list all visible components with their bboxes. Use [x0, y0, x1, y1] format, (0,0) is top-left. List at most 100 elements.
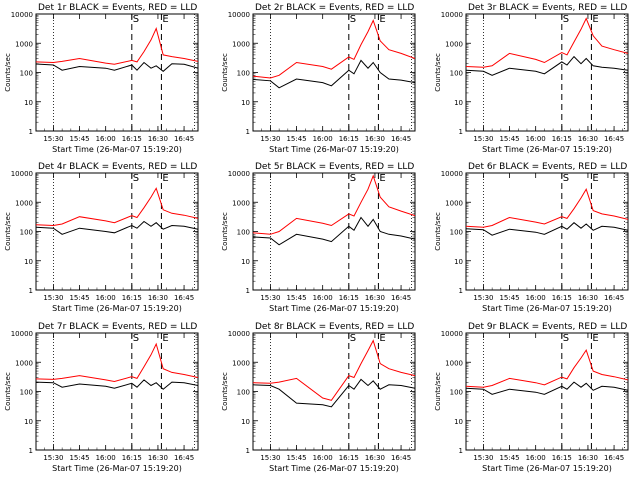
x-tick-label: 16:00 — [526, 454, 546, 462]
end-marker-label: E — [162, 14, 168, 25]
y-axis-title: Counts/sec — [4, 53, 12, 92]
x-tick-label: 16:30 — [148, 135, 168, 143]
y-tick-label: 1000 — [15, 40, 33, 48]
y-axis-title: Counts/sec — [434, 53, 442, 92]
x-tick-label: 16:00 — [313, 454, 333, 462]
panel-title: Det 2r BLACK = Events, RED = LLD — [255, 3, 414, 13]
x-tick-label: 16:30 — [365, 454, 385, 462]
x-axis-title: Start Time (26-Mar-07 15:19:20) — [269, 145, 399, 154]
x-tick-label: 16:30 — [148, 454, 168, 462]
y-tick-label: 10 — [241, 258, 250, 266]
x-tick-label: 15:45 — [499, 135, 519, 143]
y-axis-title: Counts/sec — [221, 53, 229, 92]
plot-frame — [35, 332, 199, 451]
y-axis-title: Counts/sec — [221, 372, 229, 411]
events-series-line — [253, 59, 415, 89]
start-marker-label: S — [350, 333, 356, 344]
x-tick-label: 15:45 — [286, 454, 306, 462]
y-tick-label: 10 — [241, 418, 250, 426]
x-tick-label: 16:30 — [578, 135, 598, 143]
y-tick-label: 1 — [459, 128, 463, 136]
lld-series-line — [253, 19, 415, 79]
x-tick-label: 15:30 — [260, 454, 280, 462]
start-marker-label: S — [350, 14, 356, 25]
panel-title: Det 9r BLACK = Events, RED = LLD — [468, 322, 627, 332]
x-tick-label: 16:45 — [174, 135, 194, 143]
lld-series-line — [253, 339, 415, 401]
y-tick-label: 100 — [20, 229, 33, 237]
x-axis-title: Start Time (26-Mar-07 15:19:20) — [269, 304, 399, 313]
x-tick-label: 15:45 — [69, 135, 89, 143]
x-tick-label: 15:30 — [260, 135, 280, 143]
plot-frame — [465, 172, 629, 291]
x-tick-label: 16:45 — [604, 454, 624, 462]
y-tick-label: 10000 — [228, 170, 250, 178]
x-tick-label: 16:00 — [96, 294, 116, 302]
events-series-line — [36, 379, 198, 390]
x-tick-label: 16:15 — [122, 294, 142, 302]
y-tick-label: 1000 — [232, 199, 250, 207]
start-marker-label: S — [133, 333, 139, 344]
y-tick-label: 10000 — [11, 330, 33, 338]
y-tick-label: 1000 — [445, 40, 463, 48]
x-tick-label: 16:15 — [552, 454, 572, 462]
panel-title: Det 4r BLACK = Events, RED = LLD — [38, 162, 197, 172]
events-series-line — [36, 220, 198, 235]
y-tick-label: 1 — [246, 287, 250, 295]
y-tick-label: 1 — [459, 287, 463, 295]
start-marker-label: S — [563, 14, 569, 25]
lld-series-line — [466, 17, 628, 68]
y-tick-label: 1000 — [445, 199, 463, 207]
y-tick-label: 100 — [450, 70, 463, 78]
events-series-line — [36, 61, 198, 72]
y-axis-title: Counts/sec — [434, 212, 442, 251]
x-axis-title: Start Time (26-Mar-07 15:19:20) — [482, 464, 612, 473]
y-axis-title: Counts/sec — [4, 212, 12, 251]
x-tick-label: 16:45 — [391, 454, 411, 462]
x-tick-label: 16:15 — [122, 454, 142, 462]
y-tick-label: 1000 — [232, 40, 250, 48]
y-tick-label: 1 — [459, 447, 463, 455]
panel-5: Det 5r BLACK = Events, RED = LLD 1 10 100 10… — [221, 162, 416, 313]
x-tick-label: 15:45 — [286, 135, 306, 143]
x-tick-label: 16:15 — [122, 135, 142, 143]
x-tick-label: 16:30 — [578, 294, 598, 302]
x-axis-title: Start Time (26-Mar-07 15:19:20) — [52, 304, 182, 313]
start-marker-label: S — [133, 173, 139, 184]
y-tick-label: 10 — [24, 418, 33, 426]
plot-frame — [252, 172, 416, 291]
x-tick-label: 16:15 — [339, 135, 359, 143]
x-tick-label: 15:30 — [43, 135, 63, 143]
x-tick-label: 15:45 — [499, 454, 519, 462]
y-tick-label: 10 — [454, 258, 463, 266]
x-tick-label: 15:30 — [260, 294, 280, 302]
panel-8: Det 8r BLACK = Events, RED = LLD 1 10 100 10… — [221, 322, 416, 473]
y-tick-label: 10000 — [228, 11, 250, 19]
panel-title: Det 8r BLACK = Events, RED = LLD — [255, 322, 414, 332]
start-marker-label: S — [563, 333, 569, 344]
x-tick-label: 16:30 — [365, 135, 385, 143]
y-tick-label: 10000 — [228, 330, 250, 338]
lld-series-line — [253, 174, 415, 235]
y-tick-label: 10 — [24, 99, 33, 107]
x-tick-label: 16:00 — [313, 135, 333, 143]
plot-frame — [252, 332, 416, 451]
y-axis-title: Counts/sec — [4, 372, 12, 411]
x-tick-label: 16:45 — [174, 294, 194, 302]
y-tick-label: 100 — [450, 389, 463, 397]
plot-frame — [465, 332, 629, 451]
plot-frame — [252, 13, 416, 132]
events-series-line — [253, 378, 415, 408]
end-marker-label: E — [592, 333, 598, 344]
panel-6: Det 6r BLACK = Events, RED = LLD 1 10 100 10… — [434, 162, 629, 313]
y-tick-label: 1000 — [15, 199, 33, 207]
panel-title: Det 5r BLACK = Events, RED = LLD — [255, 162, 414, 172]
panel-title: Det 6r BLACK = Events, RED = LLD — [468, 162, 627, 172]
lld-series-line — [36, 187, 198, 227]
x-tick-label: 16:30 — [365, 294, 385, 302]
x-axis-title: Start Time (26-Mar-07 15:19:20) — [52, 145, 182, 154]
y-tick-label: 100 — [20, 389, 33, 397]
lld-series-line — [36, 342, 198, 383]
y-tick-label: 10 — [241, 99, 250, 107]
